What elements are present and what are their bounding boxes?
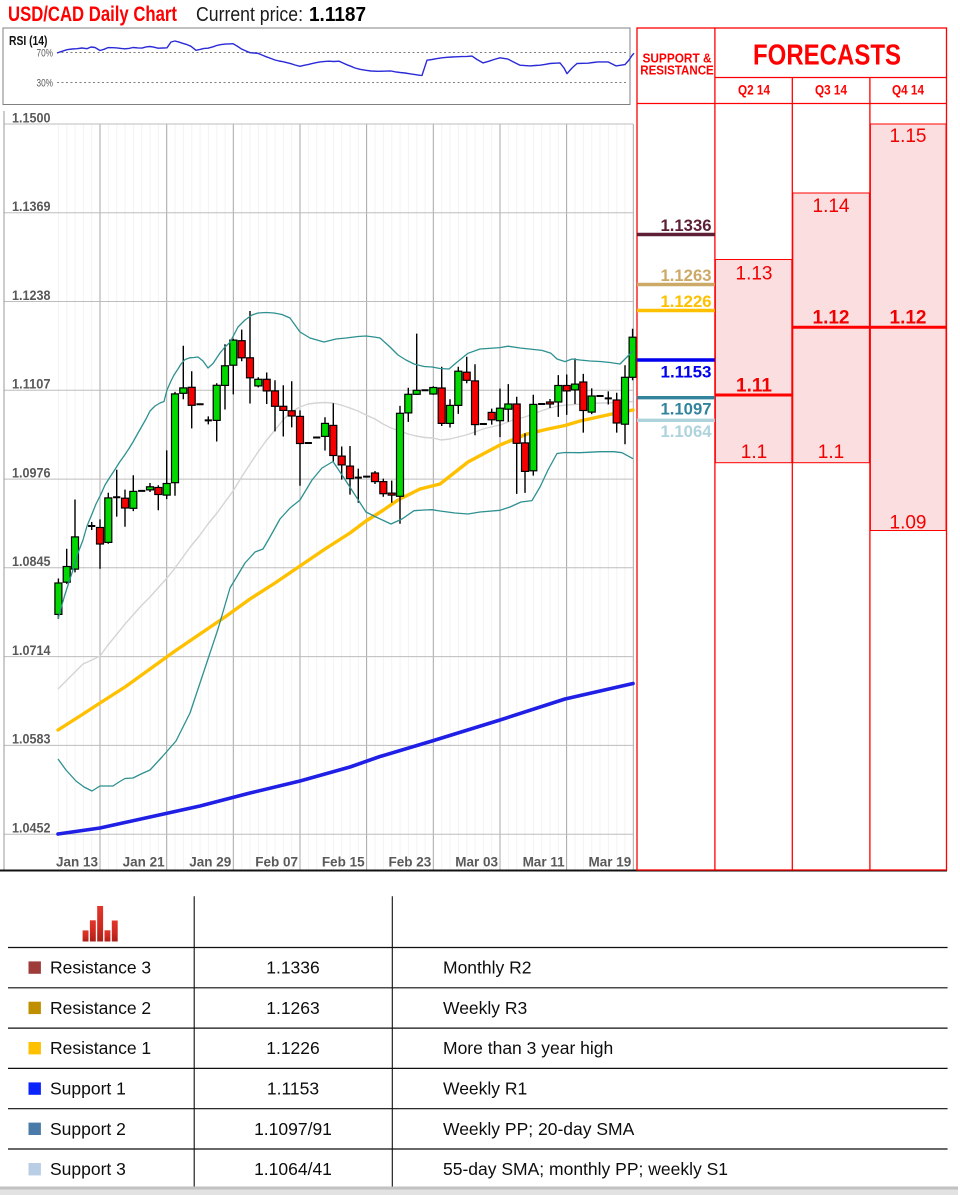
- svg-text:Mar 19: Mar 19: [589, 855, 632, 870]
- svg-text:1.0714: 1.0714: [12, 643, 51, 658]
- svg-text:1.1226: 1.1226: [266, 1038, 320, 1058]
- svg-text:1.1336: 1.1336: [266, 958, 320, 978]
- svg-text:1.1097: 1.1097: [661, 400, 712, 419]
- svg-text:30%: 30%: [37, 78, 54, 90]
- svg-text:1.1336: 1.1336: [661, 216, 712, 235]
- svg-text:Support 2: Support 2: [50, 1119, 126, 1139]
- svg-text:Feb 15: Feb 15: [322, 855, 365, 870]
- svg-text:1.1238: 1.1238: [12, 288, 51, 303]
- svg-text:1.1500: 1.1500: [12, 110, 51, 125]
- svg-text:1.11: 1.11: [736, 376, 772, 397]
- svg-text:1.09: 1.09: [890, 513, 927, 534]
- svg-text:1.1153: 1.1153: [661, 363, 712, 382]
- svg-text:Resistance 1: Resistance 1: [50, 1038, 151, 1058]
- svg-text:1.12: 1.12: [813, 308, 850, 329]
- svg-text:Q4 14: Q4 14: [892, 83, 924, 98]
- svg-text:1.1226: 1.1226: [661, 292, 712, 311]
- svg-text:1.0845: 1.0845: [12, 554, 51, 569]
- svg-text:1.1064: 1.1064: [661, 422, 713, 441]
- svg-text:Weekly R1: Weekly R1: [443, 1079, 527, 1099]
- svg-text:1.13: 1.13: [736, 264, 773, 285]
- svg-text:USD/CAD Daily Chart: USD/CAD Daily Chart: [8, 3, 177, 26]
- svg-text:1.0583: 1.0583: [12, 732, 51, 747]
- svg-text:1.1107: 1.1107: [12, 377, 51, 392]
- svg-text:70%: 70%: [37, 48, 54, 60]
- svg-text:1.1369: 1.1369: [12, 199, 51, 214]
- svg-text:Mar 03: Mar 03: [455, 855, 498, 870]
- svg-text:Q3 14: Q3 14: [815, 83, 847, 98]
- svg-text:1.1153: 1.1153: [267, 1079, 319, 1099]
- svg-text:1.12: 1.12: [890, 308, 927, 329]
- svg-text:RESISTANCE: RESISTANCE: [640, 63, 714, 78]
- svg-text:SUPPORT &: SUPPORT &: [643, 51, 712, 66]
- svg-text:1.1064/41: 1.1064/41: [254, 1159, 332, 1179]
- svg-text:Q2 14: Q2 14: [738, 83, 770, 98]
- svg-text:Resistance 3: Resistance 3: [50, 958, 151, 978]
- svg-text:Support 1: Support 1: [50, 1079, 126, 1099]
- svg-text:1.1263: 1.1263: [661, 266, 712, 285]
- svg-text:55-day SMA; monthly PP; weekly: 55-day SMA; monthly PP; weekly S1: [443, 1159, 728, 1179]
- svg-text:More than 3 year high: More than 3 year high: [443, 1038, 613, 1058]
- svg-text:1.14: 1.14: [813, 196, 850, 217]
- svg-text:Mar 11: Mar 11: [523, 855, 566, 870]
- svg-text:Feb 07: Feb 07: [255, 855, 298, 870]
- svg-text:Jan 13: Jan 13: [56, 855, 99, 870]
- svg-text:1.1097/91: 1.1097/91: [254, 1119, 332, 1139]
- svg-text:Weekly PP; 20-day SMA: Weekly PP; 20-day SMA: [443, 1119, 635, 1139]
- svg-text:Current price:: Current price:: [196, 4, 303, 26]
- svg-text:1.0452: 1.0452: [12, 821, 51, 836]
- svg-text:Feb 23: Feb 23: [389, 855, 432, 870]
- svg-text:1.1: 1.1: [818, 442, 844, 463]
- svg-text:1.1263: 1.1263: [266, 998, 320, 1018]
- svg-text:Weekly R3: Weekly R3: [443, 998, 527, 1018]
- svg-text:FORECASTS: FORECASTS: [753, 40, 901, 72]
- svg-text:Jan 29: Jan 29: [189, 855, 231, 870]
- svg-text:Support 3: Support 3: [50, 1159, 126, 1179]
- svg-text:1.1187: 1.1187: [309, 4, 366, 26]
- svg-text:1.15: 1.15: [890, 126, 927, 147]
- svg-text:1.1: 1.1: [741, 442, 767, 463]
- svg-text:RSI (14): RSI (14): [9, 34, 48, 48]
- svg-text:Jan 21: Jan 21: [123, 855, 166, 870]
- svg-text:Resistance 2: Resistance 2: [50, 998, 151, 1018]
- svg-text:1.0976: 1.0976: [12, 465, 51, 480]
- svg-text:Monthly R2: Monthly R2: [443, 958, 532, 978]
